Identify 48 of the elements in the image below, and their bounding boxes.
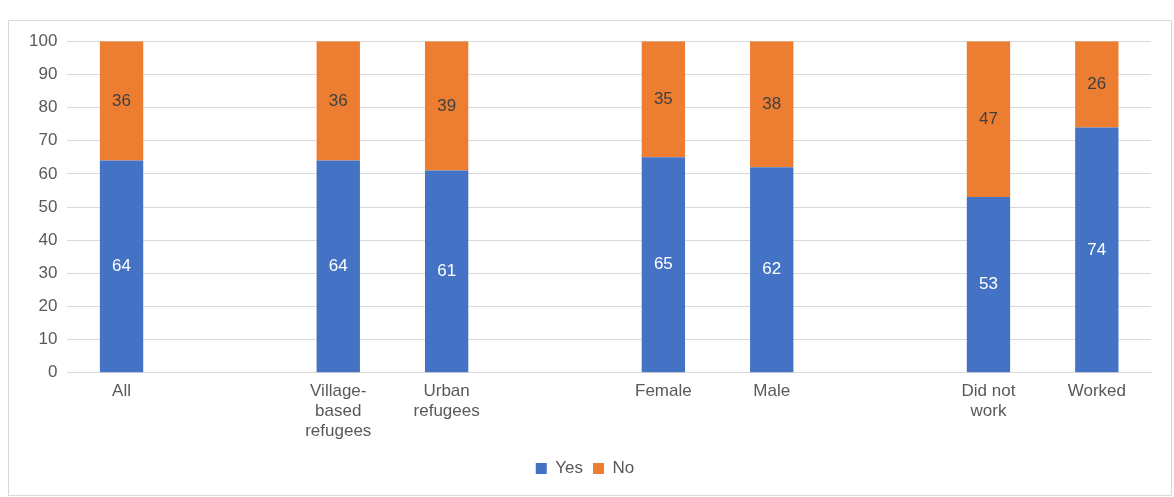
bar: [424, 170, 469, 373]
data-label: 53: [978, 274, 998, 294]
data-label: 26: [1087, 74, 1107, 93]
data-label: 35: [653, 88, 673, 108]
bar: [750, 41, 794, 168]
bar: [966, 41, 1011, 198]
data-label: 36: [112, 90, 132, 110]
y-tick-label: 50: [38, 196, 58, 216]
x-tick-label: All: [112, 380, 131, 400]
bar: [99, 160, 144, 373]
y-tick-label: 20: [38, 296, 58, 316]
data-label: 61: [437, 261, 457, 281]
data-label: 64: [112, 256, 132, 276]
x-tick-label: Did not work: [961, 380, 1016, 421]
bar: [424, 41, 469, 171]
data-label: 39: [437, 95, 457, 115]
x-tick-label: Male: [753, 380, 791, 400]
data-label: 62: [762, 259, 782, 279]
data-label: 74: [1087, 239, 1107, 259]
bar: [316, 160, 360, 373]
y-tick-label: 0: [47, 362, 58, 382]
bar: [1075, 127, 1119, 373]
y-tick-label: 10: [38, 329, 58, 349]
x-tick-label: Worked: [1067, 380, 1126, 400]
y-tick-label: 80: [38, 97, 58, 117]
bar: [1075, 41, 1119, 128]
x-tick-label: Urban refugees: [413, 380, 480, 421]
bar: [641, 41, 686, 158]
bar: [99, 41, 144, 161]
y-tick-label: 100: [28, 30, 58, 50]
data-label: 47: [978, 108, 998, 128]
y-tick-label: 70: [38, 130, 58, 150]
y-tick-label: 90: [38, 64, 58, 84]
x-tick-label: Female: [635, 380, 692, 400]
legend-label: Yes: [555, 458, 583, 478]
bar: [316, 41, 360, 161]
y-tick-label: 30: [38, 263, 58, 283]
data-label: 65: [653, 254, 673, 274]
x-tick-label: Village-based refugees: [305, 380, 372, 441]
y-tick-label: 40: [38, 229, 58, 249]
bar: [750, 167, 794, 373]
bar: [641, 157, 686, 373]
bar: [966, 197, 1011, 373]
data-label: 36: [328, 90, 348, 110]
y-tick-label: 60: [38, 163, 58, 183]
legend-label: No: [612, 458, 635, 478]
data-label: 64: [328, 256, 348, 276]
data-label: 38: [762, 93, 782, 113]
